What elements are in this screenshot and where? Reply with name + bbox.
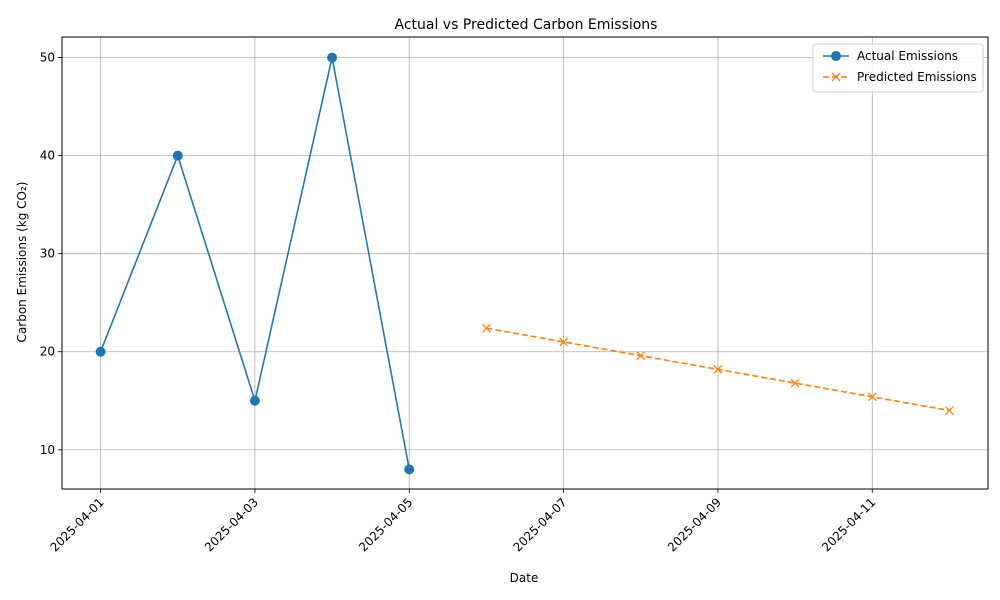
series-0 [95, 52, 415, 475]
y-tick-label: 10 [40, 443, 55, 457]
y-tick-label: 40 [40, 149, 55, 163]
y-tick-label: 20 [40, 345, 55, 359]
data-point [713, 364, 723, 374]
data-point [790, 378, 800, 388]
data-point [249, 395, 260, 406]
legend: Actual Emissions Predicted Emissions [812, 43, 984, 93]
data-point [404, 464, 415, 475]
y-tick-label: 30 [40, 247, 55, 261]
legend-marker [831, 51, 841, 61]
y-axis-label: Carbon Emissions (kg CO₂) [15, 182, 29, 343]
data-point [172, 150, 183, 161]
chart-title: Actual vs Predicted Carbon Emissions [395, 17, 658, 33]
data-point [327, 52, 338, 63]
series-layer [95, 52, 954, 475]
data-point [867, 392, 877, 402]
legend-box [812, 43, 984, 93]
y-tick-label: 50 [40, 51, 55, 65]
series-1 [481, 323, 954, 416]
data-point [95, 346, 106, 357]
legend-marker [831, 72, 841, 82]
data-point [944, 406, 954, 416]
legend-entry: Actual Emissions [857, 49, 958, 63]
plot-frame [61, 36, 989, 490]
data-point [559, 337, 569, 347]
legend-entry: Predicted Emissions [857, 70, 977, 84]
x-axis-label: Date [510, 571, 539, 585]
data-point [481, 323, 491, 333]
data-point [636, 351, 646, 361]
